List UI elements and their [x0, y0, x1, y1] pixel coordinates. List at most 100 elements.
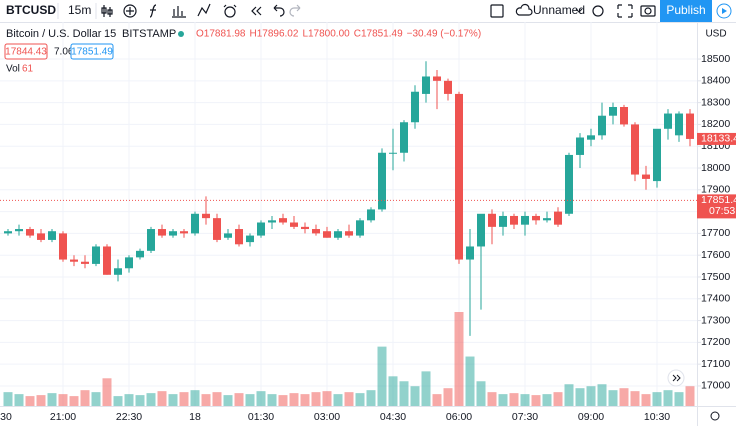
x-tick-label: 18 [189, 411, 201, 423]
grid [0, 22, 697, 406]
candle-body [433, 76, 441, 81]
volume-value: 61 [22, 64, 34, 75]
undo-icon[interactable] [273, 4, 285, 17]
volume-bar [58, 394, 68, 406]
y-tick-label: 18500 [701, 53, 730, 65]
volume-bar [278, 395, 288, 406]
x-tick-label: 07:30 [512, 411, 538, 423]
candle-body [290, 222, 298, 227]
candle-body [70, 259, 78, 262]
dropdown-arrow[interactable] [575, 8, 583, 13]
candle-body [532, 215, 540, 221]
volume-bar [685, 386, 695, 406]
sell-price[interactable]: 17844.43 [5, 47, 47, 58]
candle-body [224, 233, 232, 238]
publish-label[interactable]: Publish [666, 3, 705, 17]
candle-body [587, 135, 595, 140]
candle-body [675, 113, 683, 136]
volume-bar [542, 394, 552, 406]
play-button[interactable] [716, 3, 732, 19]
candle-body [444, 80, 452, 94]
volume-bar [652, 392, 662, 406]
templates-icon[interactable] [172, 6, 186, 18]
fullscreen-icon[interactable] [617, 4, 633, 18]
candle-body [202, 213, 210, 219]
settings-icon[interactable] [592, 5, 604, 17]
redo-icon[interactable] [289, 4, 301, 17]
volume-bar [146, 393, 156, 406]
candle-body [147, 229, 155, 251]
volume-bar [366, 390, 376, 406]
volume-bar [91, 392, 101, 406]
volume-bar [168, 394, 178, 406]
x-tick-label: 22:30 [116, 411, 142, 423]
volume-bar [289, 393, 299, 406]
volume-bar [3, 392, 13, 406]
candle-body [620, 106, 628, 125]
volume-bar [80, 390, 90, 406]
volume-bar [674, 392, 684, 406]
interval-button[interactable]: 15m [68, 3, 91, 17]
scroll-icon [672, 374, 681, 382]
compare-icon[interactable] [123, 4, 137, 18]
publish-button[interactable] [660, 0, 712, 22]
candle-body [499, 215, 507, 227]
candle-body [631, 124, 639, 175]
candle-body [686, 113, 694, 139]
alert-chart-icon[interactable] [197, 3, 211, 17]
volume-bar [311, 392, 321, 406]
candle-body [345, 231, 353, 236]
settings-small-icon[interactable] [710, 411, 720, 421]
candle-body [576, 137, 584, 155]
volume-bar [608, 390, 618, 406]
candle-body [246, 235, 254, 243]
candle-body [279, 218, 287, 223]
volume-bar [465, 356, 475, 406]
volume-bar [322, 391, 332, 406]
volume-bar [509, 393, 519, 406]
sell-box[interactable] [4, 43, 48, 60]
candle-body [191, 213, 199, 234]
x-tick-label: 06:00 [446, 411, 472, 423]
volume-bar [212, 392, 222, 406]
volume-bar [201, 394, 211, 406]
snapshot-icon[interactable] [640, 5, 656, 17]
volume-bar [256, 391, 266, 406]
fullscreen-box[interactable] [490, 4, 504, 18]
price-marker [697, 132, 736, 145]
buy-price[interactable]: 17851.49 [71, 47, 113, 58]
replay-icon[interactable] [251, 6, 262, 16]
x-tick-label: 03:00 [314, 411, 340, 423]
y-tick-label: 17500 [701, 271, 730, 283]
candle-body [664, 113, 672, 129]
buy-box[interactable] [70, 43, 114, 60]
volume-bar [663, 390, 673, 406]
symbol-button[interactable]: BTCUSD [6, 3, 56, 17]
volume-bar [498, 394, 508, 406]
volume-bar [355, 393, 365, 406]
volume-bar [344, 392, 354, 406]
cloud-icon[interactable] [515, 3, 533, 16]
chart-type-icon[interactable] [101, 5, 113, 17]
candle-body [114, 268, 122, 275]
x-tick-label: 01:30 [248, 411, 274, 423]
candle-body [37, 233, 45, 240]
volume-bar [135, 395, 145, 406]
layout-name[interactable]: Unnamed [533, 3, 585, 17]
currency: USD [705, 29, 726, 40]
alert-icon[interactable] [224, 6, 236, 18]
legend-interval: 15 [104, 28, 116, 40]
volume-bar [36, 395, 46, 406]
candle-body [598, 115, 606, 136]
candle-body [565, 154, 573, 214]
candle-body [4, 231, 12, 234]
candle-body [257, 222, 265, 236]
x-tick-label: 30 [0, 411, 12, 423]
candle-body [26, 229, 34, 236]
volume-bar [443, 388, 453, 406]
indicators-icon[interactable] [149, 4, 157, 18]
volume-bar [124, 394, 134, 406]
volume-bar [267, 394, 277, 406]
x-tick-label: 21:00 [50, 411, 76, 423]
